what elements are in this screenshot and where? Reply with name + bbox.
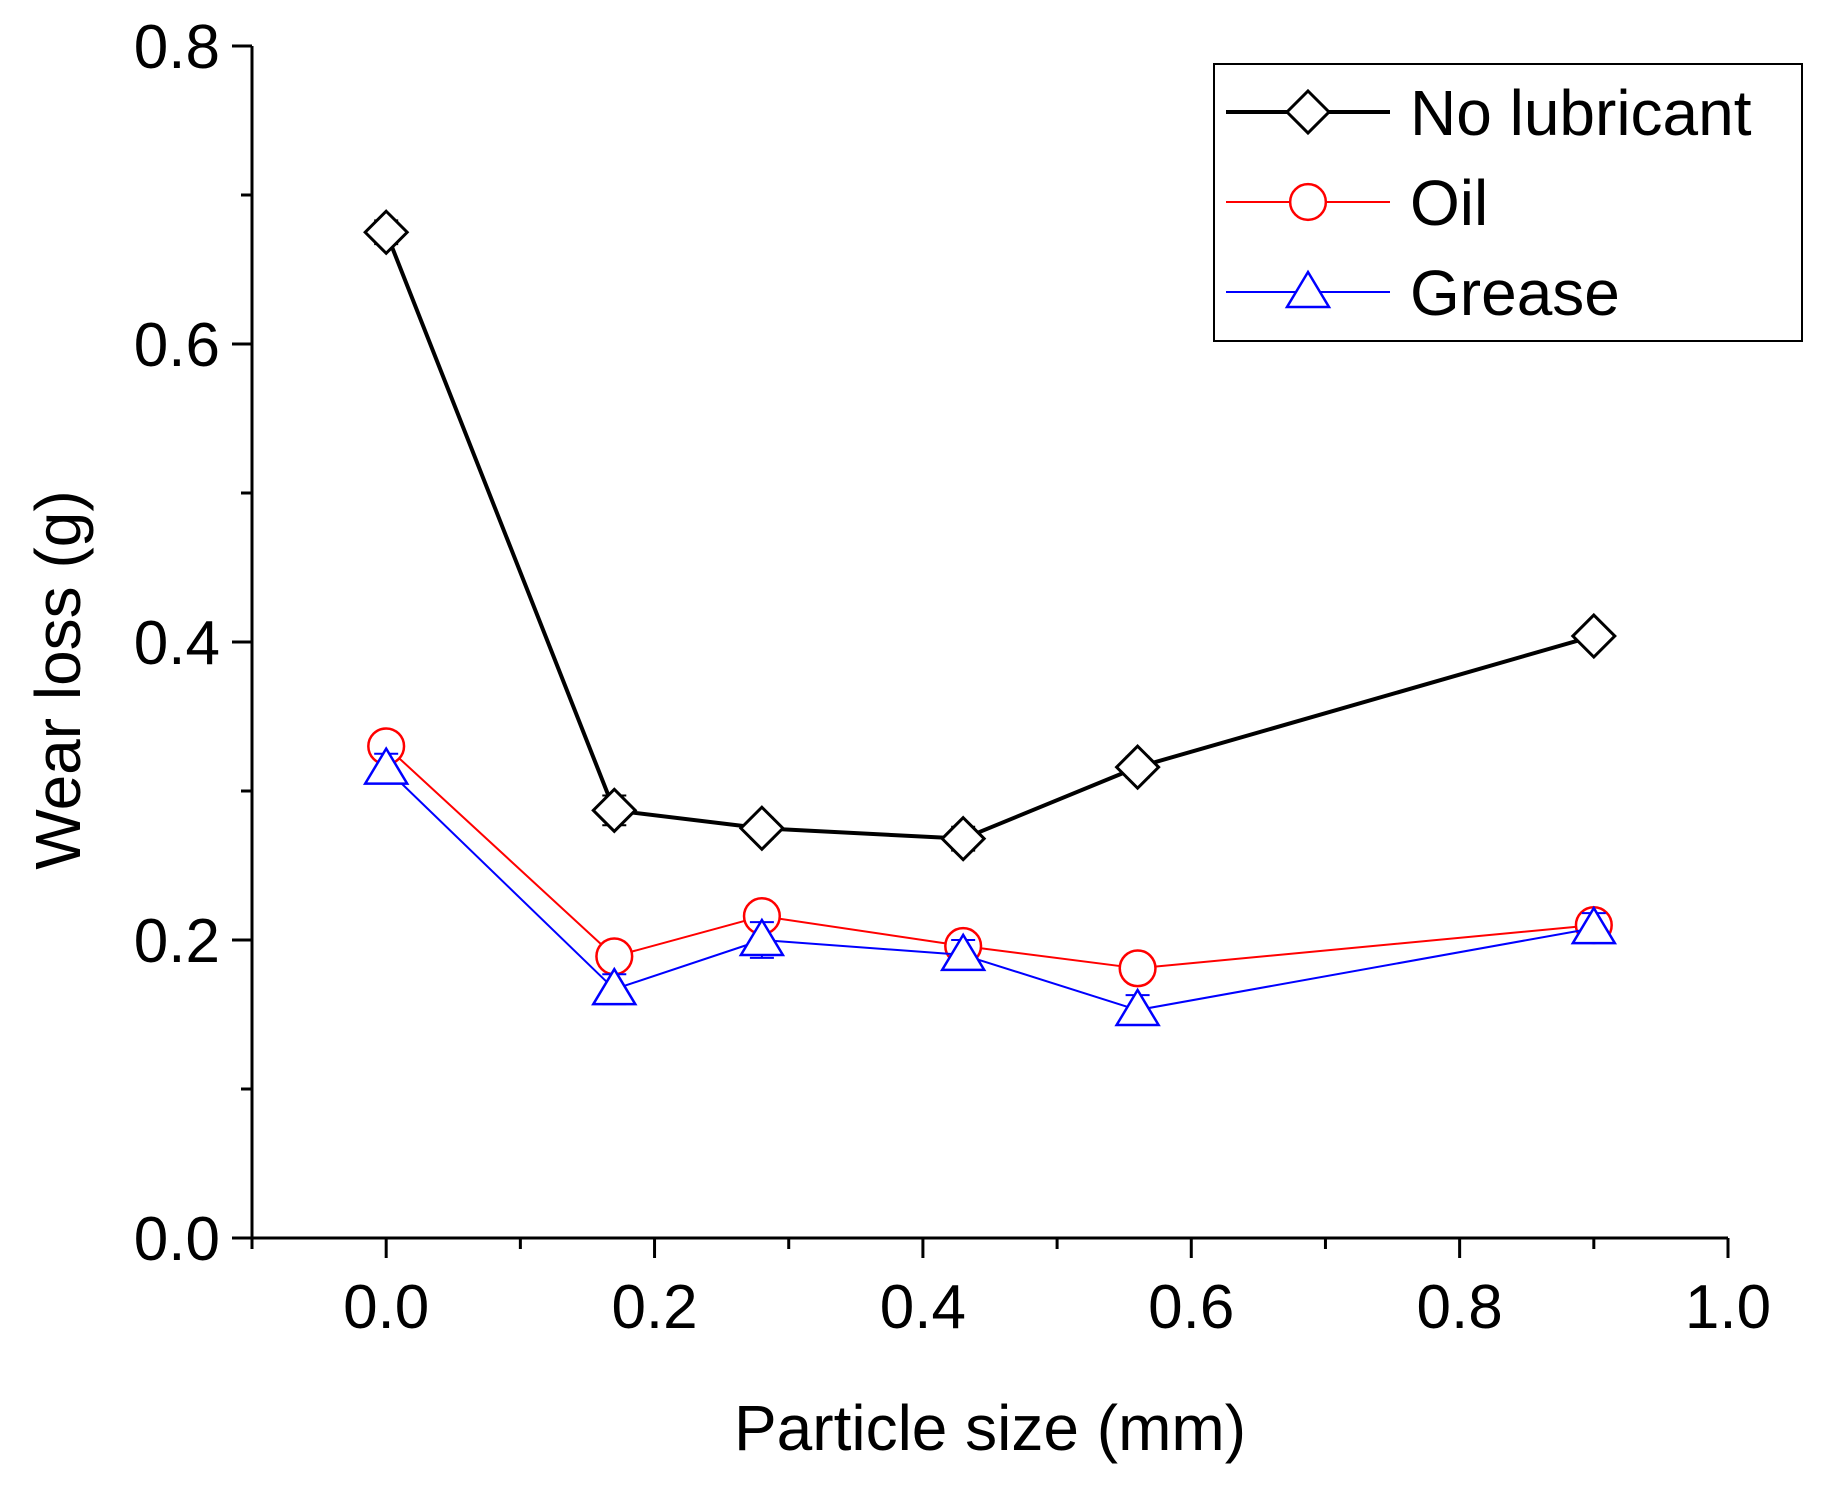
- legend-label: Grease: [1410, 257, 1620, 329]
- y-axis-title: Wear loss (g): [22, 490, 94, 869]
- series-line: [385, 767, 1594, 1012]
- data-point: [591, 787, 638, 834]
- x-tick-label: 0.0: [343, 1273, 429, 1342]
- series-oil: [367, 727, 1613, 988]
- data-point: [738, 917, 786, 957]
- legend-item-no-lubricant: No lubricant: [1226, 77, 1752, 149]
- data-point: [1570, 612, 1617, 660]
- axes: 0.0 0.2 0.4 0.6 0.8 0.0 0.2 0.4 0.6 0.8 1.0: [134, 13, 1771, 1342]
- legend: No lubricant Oil Grease: [1213, 63, 1803, 342]
- data-point: [738, 805, 786, 852]
- y-tick-label: 0.4: [134, 609, 220, 678]
- data-point: [940, 815, 987, 862]
- series-no-lubricant: [363, 209, 1617, 862]
- x-axis-title: Particle size (mm): [734, 1392, 1246, 1464]
- data-point: [1114, 744, 1161, 791]
- data-point: [1118, 949, 1157, 988]
- y-tick-label: 0.2: [134, 907, 220, 976]
- legend-label: Oil: [1410, 167, 1488, 239]
- series-line: [384, 231, 1595, 841]
- series-grease: [362, 746, 1618, 1027]
- legend-item-grease: Grease: [1226, 257, 1620, 329]
- x-tick-label: 0.2: [611, 1273, 697, 1342]
- x-tick-label: 1.0: [1685, 1273, 1771, 1342]
- data-point: [591, 966, 638, 1006]
- data-point: [362, 746, 410, 785]
- data-point: [939, 932, 987, 972]
- y-tick-label: 0.8: [134, 13, 220, 82]
- series-line: [385, 745, 1594, 970]
- legend-marker: [1288, 182, 1328, 222]
- data-point: [1570, 905, 1618, 945]
- series-group: [362, 209, 1618, 1027]
- y-tick-label: 0.6: [134, 311, 220, 380]
- x-tick-label: 0.8: [1417, 1273, 1503, 1342]
- y-tick-label: 0.0: [134, 1205, 220, 1274]
- data-point: [363, 209, 410, 256]
- legend-marker: [1284, 269, 1332, 309]
- x-tick-label: 0.4: [880, 1273, 966, 1342]
- legend-marker: [1284, 88, 1332, 136]
- x-tick-label: 0.6: [1148, 1273, 1234, 1342]
- legend-item-oil: Oil: [1226, 167, 1488, 239]
- legend-label: No lubricant: [1410, 77, 1752, 149]
- data-point: [1114, 987, 1161, 1027]
